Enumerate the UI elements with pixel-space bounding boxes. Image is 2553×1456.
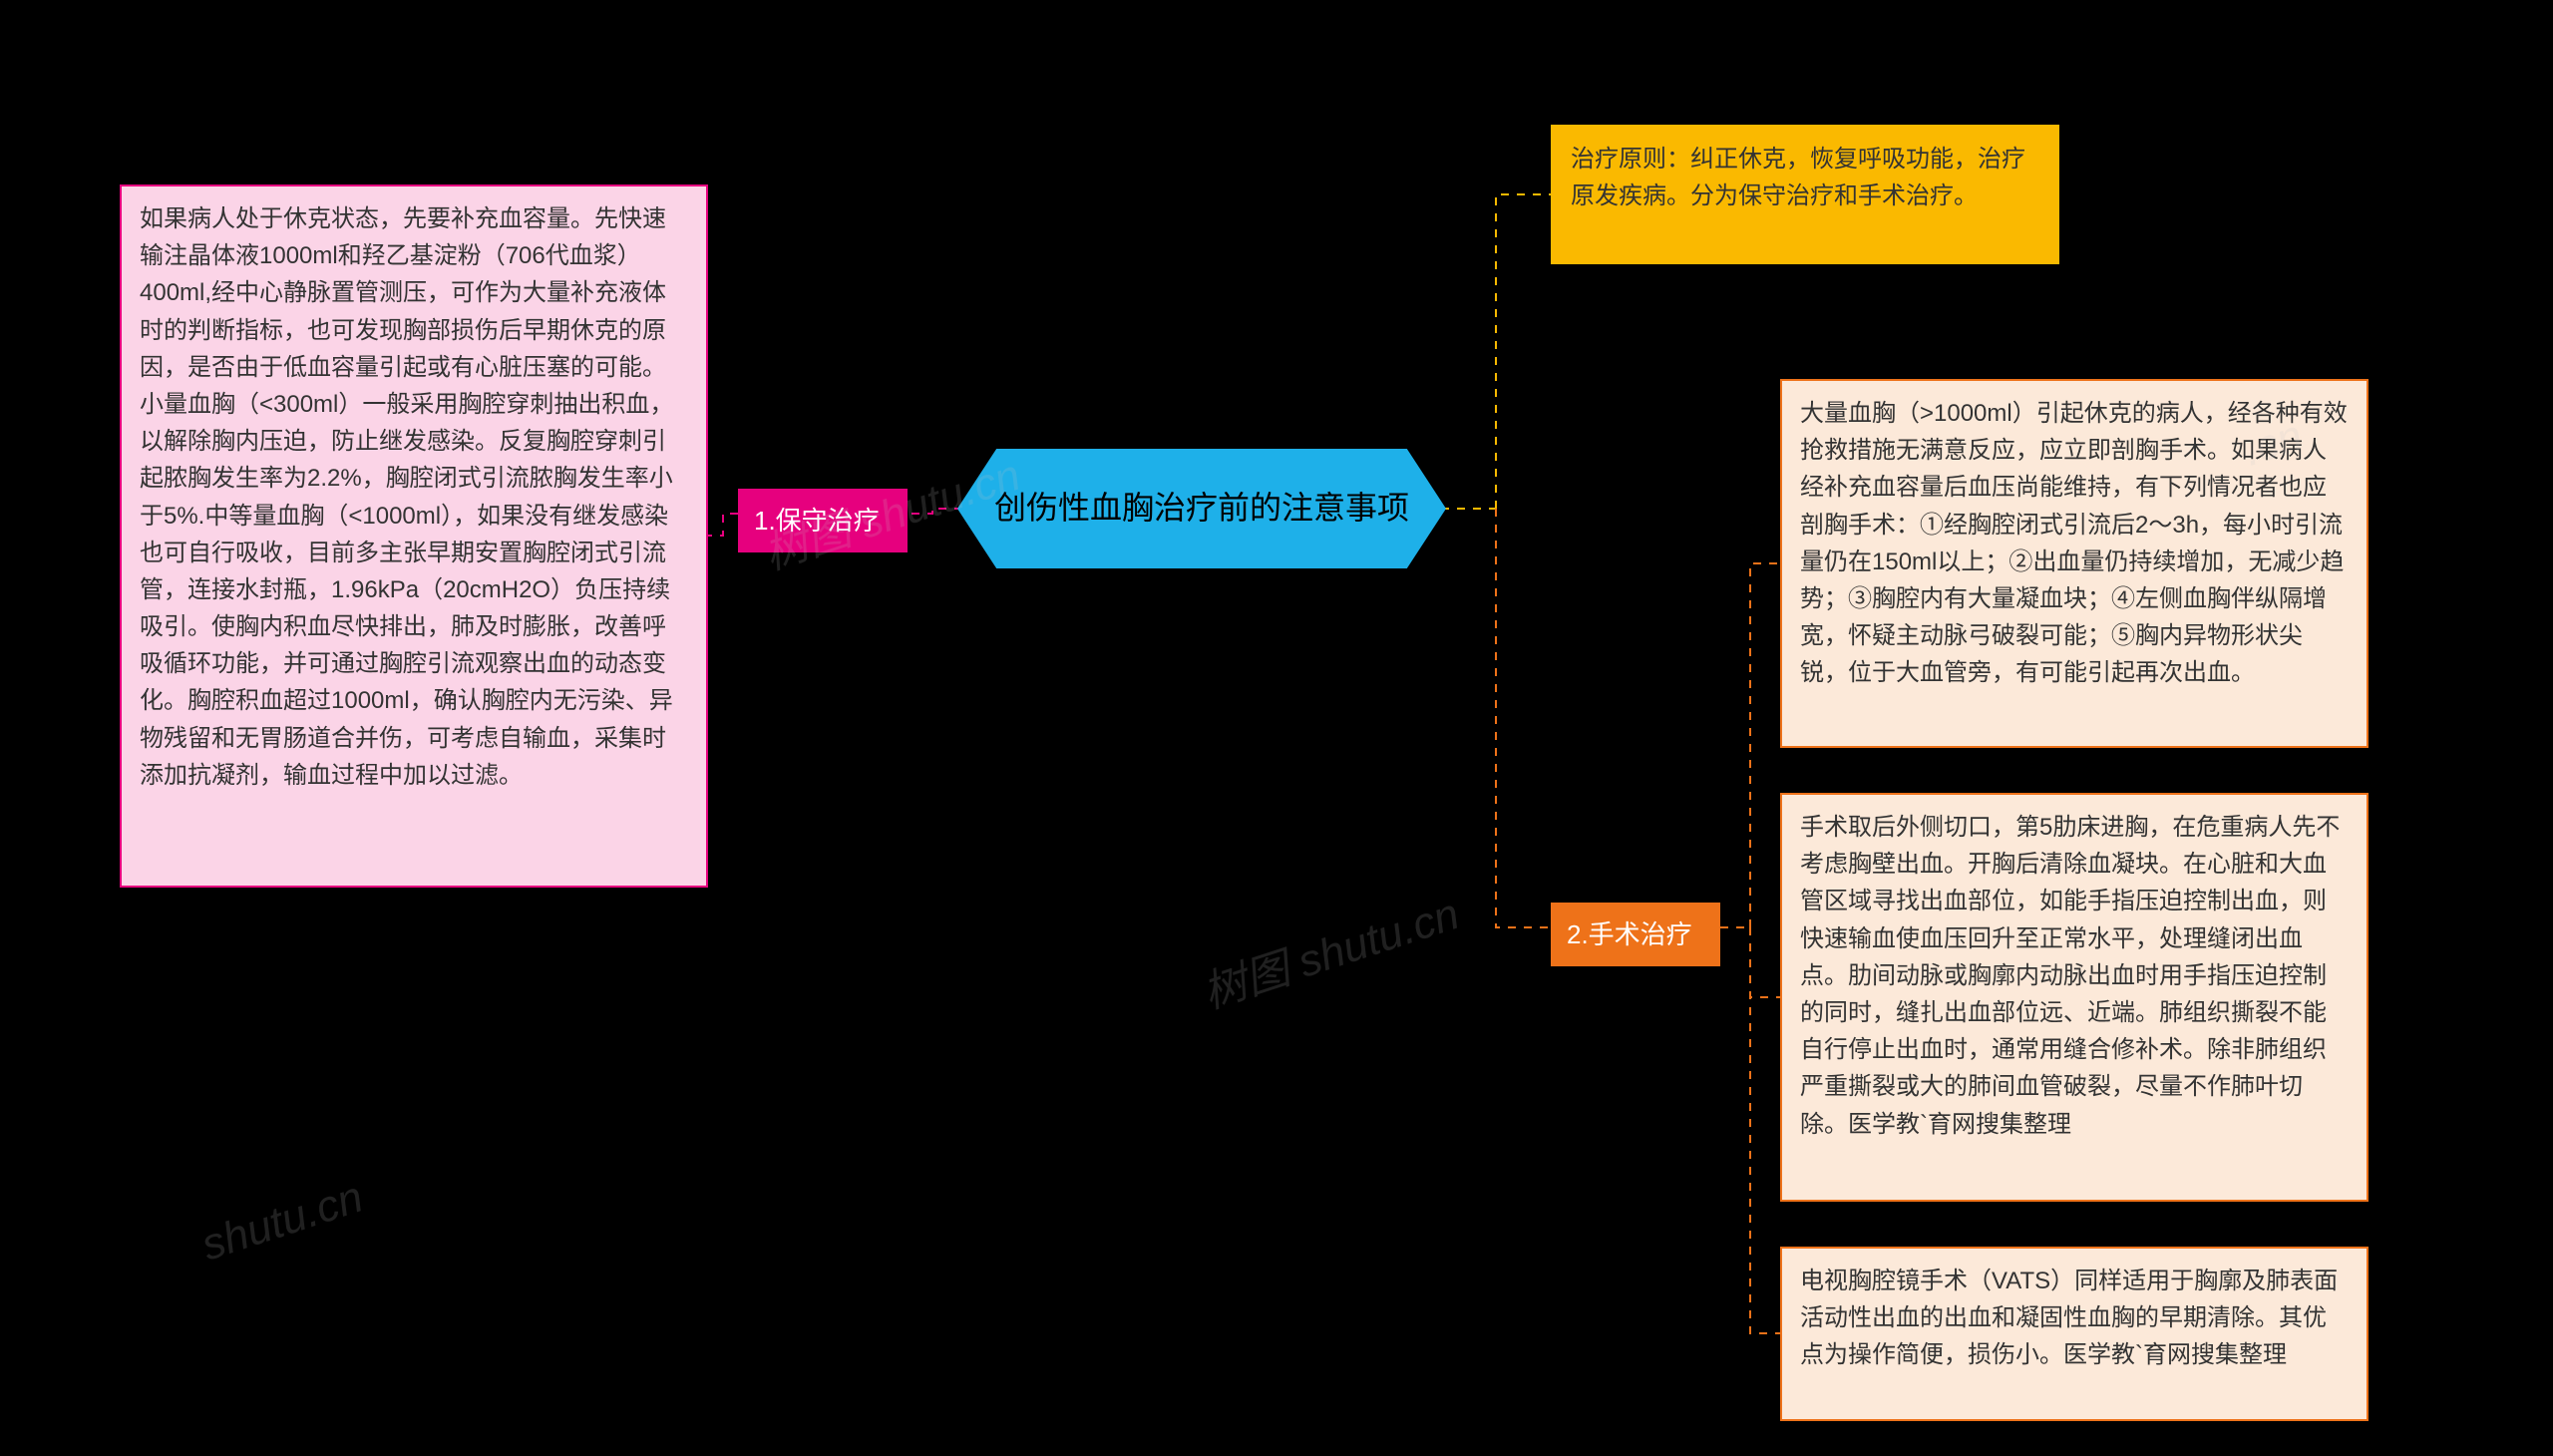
edge-conservative-to-detail xyxy=(708,514,738,536)
mindmap-canvas: 创伤性血胸治疗前的注意事项 1.保守治疗 如果病人处于休克状态，先要补充血容量。… xyxy=(0,0,2553,1456)
edge-surgical-to-box3 xyxy=(1750,927,1780,1333)
branch-conservative-label[interactable]: 1.保守治疗 xyxy=(738,489,908,552)
surgical-detail-box-2[interactable]: 手术取后外侧切口，第5肋床进胸，在危重病人先不考虑胸壁出血。开胸后清除血凝块。在… xyxy=(1780,793,2369,1202)
edge-surgical-to-box1 xyxy=(1750,563,1780,927)
treatment-principle-box[interactable]: 治疗原则：纠正休克，恢复呼吸功能，治疗原发疾病。分为保守治疗和手术治疗。 xyxy=(1551,125,2059,264)
center-topic[interactable]: 创伤性血胸治疗前的注意事项 xyxy=(957,449,1446,568)
surgical-detail-box-3[interactable]: 电视胸腔镜手术（VATS）同样适用于胸廓及肺表面活动性出血的出血和凝固性血胸的早… xyxy=(1780,1247,2369,1421)
conservative-detail-box[interactable]: 如果病人处于休克状态，先要补充血容量。先快速输注晶体液1000ml和羟乙基淀粉（… xyxy=(120,184,708,888)
watermark: shutu.cn xyxy=(195,1173,369,1272)
branch-surgical-label[interactable]: 2.手术治疗 xyxy=(1551,903,1720,966)
edge-to-principle xyxy=(1496,194,1551,509)
surgical-detail-box-1[interactable]: 大量血胸（>1000ml）引起休克的病人，经各种有效抢救措施无满意反应，应立即剖… xyxy=(1780,379,2369,748)
watermark: 树图 shutu.cn xyxy=(1194,878,1466,1020)
edge-surgical-to-box2 xyxy=(1750,927,1780,997)
edge-center-to-conservative xyxy=(908,509,962,514)
edge-to-surgical xyxy=(1496,509,1551,927)
